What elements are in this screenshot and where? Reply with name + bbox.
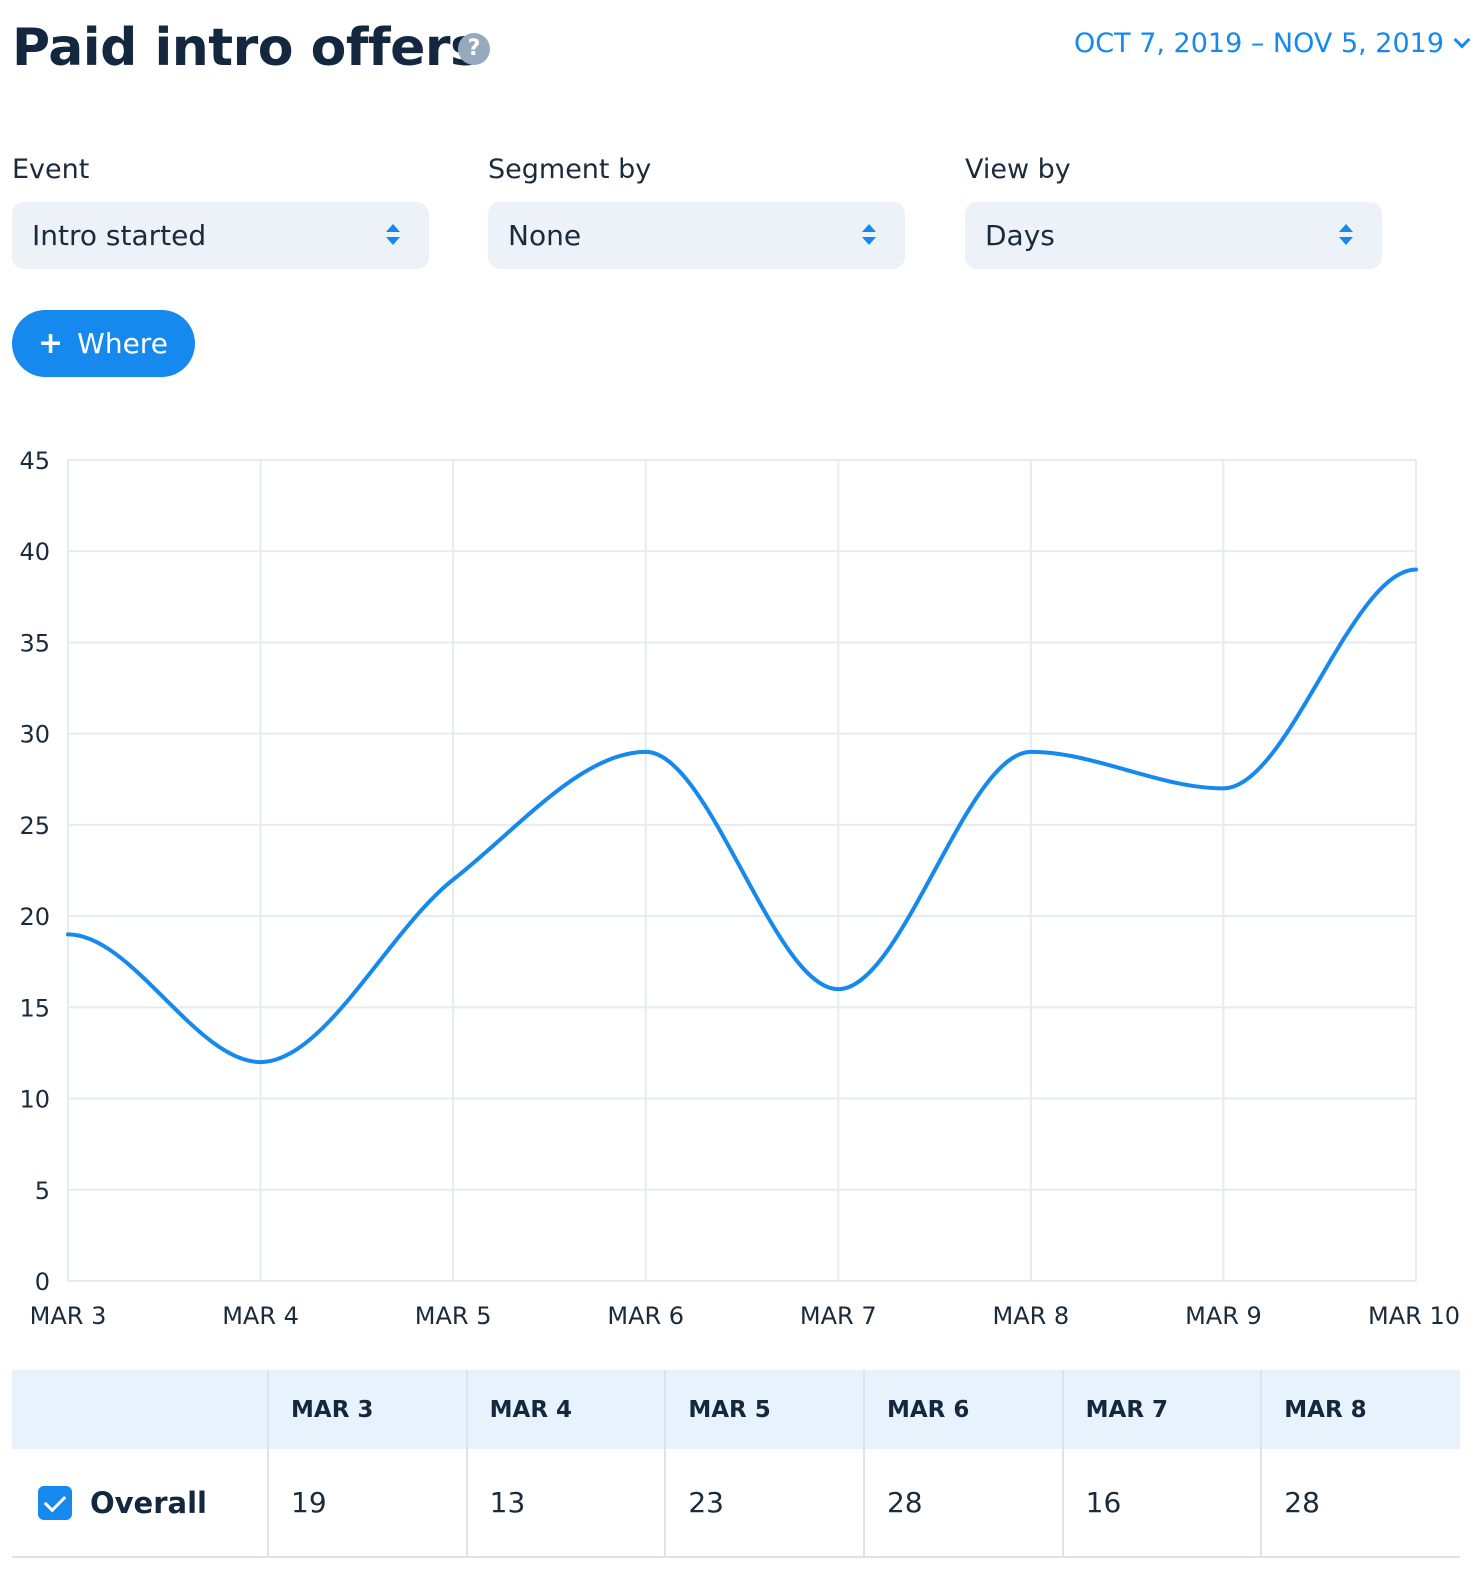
table-cell: 13 bbox=[465, 1449, 666, 1558]
view-select-value: Days bbox=[985, 219, 1055, 252]
data-point[interactable] bbox=[255, 1056, 267, 1068]
y-tick-label: 35 bbox=[19, 629, 50, 657]
table-cell: 16 bbox=[1061, 1449, 1262, 1558]
y-tick-label: 10 bbox=[19, 1086, 50, 1114]
page-header: Paid intro offers ? OCT 7, 2019 – NOV 5,… bbox=[12, 18, 1472, 88]
segment-label: Segment by bbox=[488, 154, 652, 185]
data-point[interactable] bbox=[1025, 746, 1037, 758]
event-select[interactable]: Intro started bbox=[12, 202, 429, 269]
event-label: Event bbox=[12, 154, 90, 185]
segment-filter: Segment by None bbox=[488, 152, 905, 269]
x-tick-label: MAR 3 bbox=[30, 1302, 107, 1330]
table-header-cell: MAR 7 bbox=[1061, 1370, 1262, 1449]
x-tick-label: MAR 8 bbox=[993, 1302, 1070, 1330]
y-tick-label: 0 bbox=[35, 1268, 50, 1296]
y-axis: 0 5 10 15 20 25 30 35 40 45 bbox=[19, 447, 50, 1296]
table-cell: 28 bbox=[1260, 1449, 1460, 1558]
table-row-label-cell: Overall bbox=[12, 1449, 268, 1558]
table-row: Overall 19 13 23 28 16 28 bbox=[12, 1449, 1460, 1558]
table-header-corner bbox=[12, 1370, 268, 1449]
checkbox-checked-icon[interactable] bbox=[38, 1485, 72, 1520]
y-tick-label: 30 bbox=[19, 721, 50, 749]
x-axis: MAR 3 MAR 4 MAR 5 MAR 6 MAR 7 MAR 8 MAR 9 MAR 1… bbox=[30, 1302, 1460, 1330]
x-tick-label: MAR 4 bbox=[222, 1302, 299, 1330]
chart-grid bbox=[67, 459, 1417, 1282]
sort-arrows-icon bbox=[1338, 224, 1354, 248]
chart-series bbox=[66, 567, 1418, 1065]
row-label-text: Overall bbox=[90, 1485, 207, 1520]
x-tick-label: MAR 5 bbox=[415, 1302, 492, 1330]
page-title: Paid intro offers bbox=[12, 18, 481, 78]
y-tick-label: 45 bbox=[19, 447, 50, 475]
y-tick-label: 20 bbox=[19, 903, 50, 931]
sort-arrows-icon bbox=[385, 224, 401, 248]
table-header-cell: MAR 4 bbox=[465, 1370, 666, 1449]
x-tick-label: MAR 6 bbox=[607, 1302, 684, 1330]
row-label: Overall bbox=[38, 1485, 267, 1520]
table-cell: 23 bbox=[664, 1449, 864, 1558]
data-point[interactable] bbox=[832, 983, 844, 995]
table-cell: 19 bbox=[267, 1449, 467, 1558]
chart-points bbox=[62, 563, 1422, 1068]
data-point[interactable] bbox=[447, 874, 459, 886]
view-filter: View by Days bbox=[965, 152, 1382, 269]
plus-icon: + bbox=[38, 325, 64, 361]
data-point[interactable] bbox=[1410, 563, 1422, 575]
segment-select-value: None bbox=[508, 219, 582, 252]
table-header-cell: MAR 5 bbox=[664, 1370, 864, 1449]
data-point[interactable] bbox=[1217, 782, 1229, 794]
view-select[interactable]: Days bbox=[965, 202, 1382, 269]
series-line bbox=[66, 567, 1418, 1065]
view-label: View by bbox=[965, 154, 1071, 185]
where-label: Where bbox=[77, 327, 168, 360]
x-tick-label: MAR 10 bbox=[1368, 1302, 1460, 1330]
chevron-down-icon bbox=[1453, 31, 1471, 48]
add-where-button[interactable]: + Where bbox=[12, 310, 195, 377]
date-range-picker[interactable]: OCT 7, 2019 – NOV 5, 2019 bbox=[1074, 28, 1471, 59]
table-header-cell: MAR 8 bbox=[1260, 1370, 1460, 1449]
data-point[interactable] bbox=[640, 746, 652, 758]
y-tick-label: 15 bbox=[19, 994, 50, 1022]
segment-select[interactable]: None bbox=[488, 202, 905, 269]
table-cell: 28 bbox=[862, 1449, 1063, 1558]
table-header-row: MAR 3 MAR 4 MAR 5 MAR 6 MAR 7 MAR 8 bbox=[12, 1370, 1460, 1449]
x-tick-label: MAR 7 bbox=[800, 1302, 877, 1330]
event-filter: Event Intro started bbox=[12, 152, 429, 269]
data-table: MAR 3 MAR 4 MAR 5 MAR 6 MAR 7 MAR 8 Over… bbox=[12, 1370, 1460, 1558]
question-circle-icon[interactable]: ? bbox=[458, 33, 490, 65]
event-select-value: Intro started bbox=[32, 219, 207, 252]
y-tick-label: 40 bbox=[19, 538, 50, 566]
y-tick-label: 25 bbox=[19, 812, 50, 840]
data-point[interactable] bbox=[62, 928, 74, 940]
x-tick-label: MAR 9 bbox=[1185, 1302, 1262, 1330]
date-range-text: OCT 7, 2019 – NOV 5, 2019 bbox=[1074, 28, 1444, 59]
y-tick-label: 5 bbox=[35, 1177, 50, 1205]
table-header-cell: MAR 3 bbox=[267, 1370, 467, 1449]
sort-arrows-icon bbox=[861, 224, 877, 248]
table-header-cell: MAR 6 bbox=[862, 1370, 1063, 1449]
